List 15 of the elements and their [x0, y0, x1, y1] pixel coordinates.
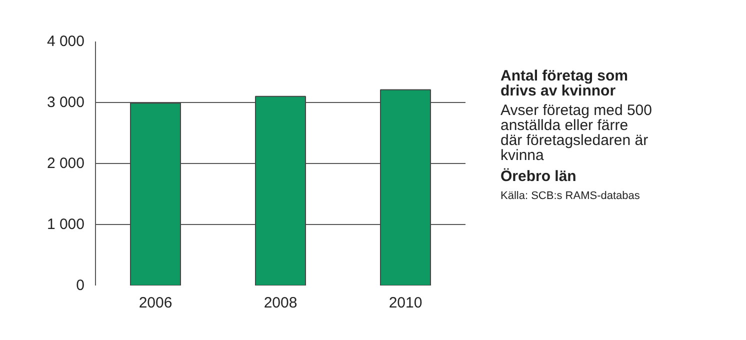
text: Avser företag med 500 anställda eller färre där företagsledaren är kvinna [500, 102, 652, 164]
x-tick-label: 2008 [264, 294, 298, 312]
y-tick-label: 0 [76, 277, 84, 294]
y-tick-label: 4 000 [46, 33, 85, 50]
y-tick-label: 2 000 [46, 155, 85, 172]
text: Örebro län [500, 168, 576, 185]
x-tick-label: 2010 [388, 294, 422, 312]
y-tick-label: 3 000 [46, 94, 85, 111]
x-tick-label: 2006 [138, 294, 172, 312]
bar [380, 89, 431, 286]
bar [255, 96, 306, 286]
bar [130, 102, 181, 286]
y-tick-label: 1 000 [46, 216, 85, 233]
text: Källa: SCB:s RAMS-databas [500, 190, 640, 202]
text: Antal företag som drivs av kvinnor [500, 67, 628, 100]
